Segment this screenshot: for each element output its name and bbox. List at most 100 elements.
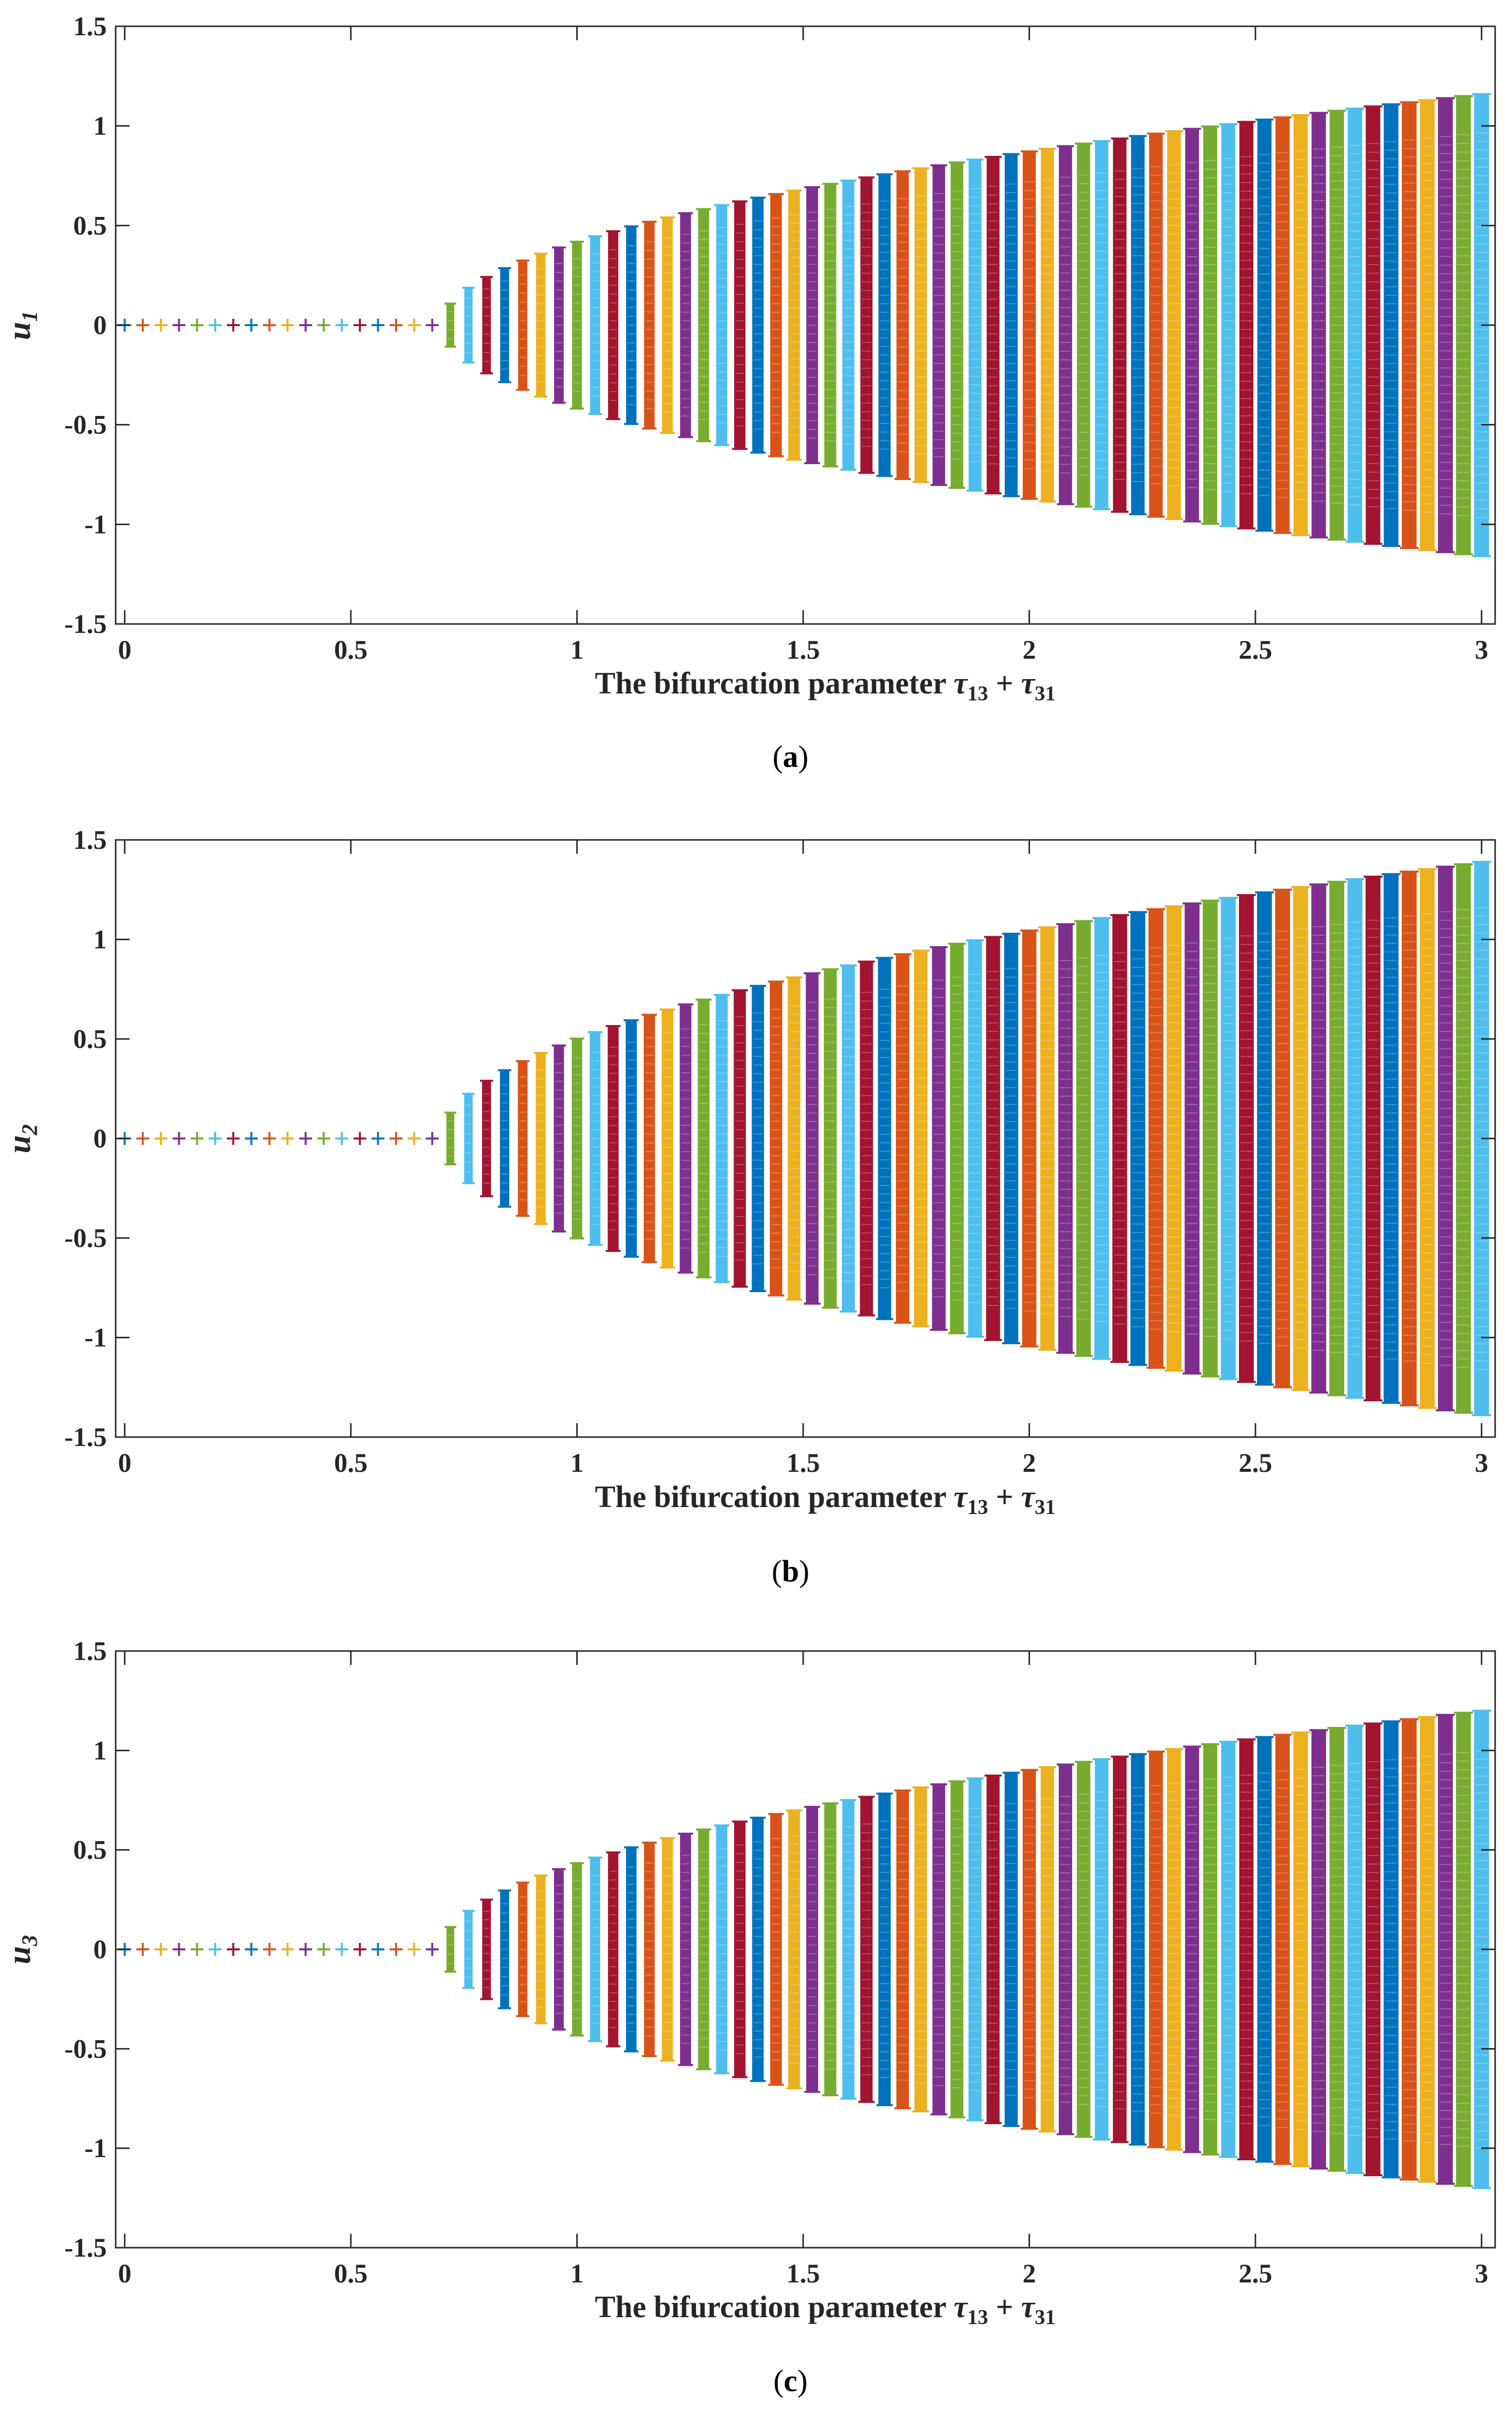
data-column [660, 1837, 675, 2062]
data-point [263, 1943, 276, 1956]
data-column [606, 1851, 620, 2048]
data-column [1237, 121, 1256, 530]
data-column [516, 1881, 530, 2017]
data-point [154, 1943, 168, 1956]
data-bar [500, 268, 509, 382]
data-column [1003, 153, 1020, 497]
data-column [1128, 911, 1148, 1366]
data-bar [1040, 148, 1054, 502]
data-bar [1184, 903, 1200, 1374]
data-column [569, 1037, 584, 1240]
data-bar [464, 287, 473, 363]
data-bar [500, 1070, 509, 1207]
caption-letter: a [783, 740, 798, 774]
data-column [1111, 138, 1129, 513]
data-bar [860, 177, 873, 473]
data-bar [1112, 915, 1127, 1362]
data-bar [536, 1053, 546, 1224]
y-tick-label: -0.5 [65, 1223, 107, 1253]
data-bar [572, 241, 582, 409]
data-bar [536, 254, 546, 397]
y-axis-label-var: u [1, 1135, 37, 1154]
data-column [552, 1868, 566, 2031]
data-column [570, 240, 584, 410]
x-axis: 0 0.5 1 1.5 2 2.5 3 [118, 840, 1488, 1478]
y-axis-label-sub: 1 [17, 311, 42, 322]
data-column [1364, 105, 1382, 545]
data-column [1147, 133, 1165, 518]
data-point [371, 1132, 385, 1145]
data-column [1074, 920, 1093, 1357]
data-column [732, 1820, 748, 2078]
data-bar [986, 937, 1000, 1340]
data-bar [1311, 884, 1326, 1393]
data-column [1291, 886, 1310, 1391]
data-bar [482, 1899, 491, 1999]
data-column [1075, 142, 1093, 508]
data-bar [662, 217, 673, 433]
data-bar [788, 190, 800, 460]
data-bar [662, 1838, 673, 2061]
data-bar [788, 977, 801, 1300]
data-bar [842, 180, 855, 470]
x-tick-label: 0 [118, 1448, 132, 1478]
caption-open: ( [772, 740, 783, 774]
data-column [966, 939, 984, 1338]
data-column [462, 1093, 475, 1184]
data-column [1020, 929, 1038, 1348]
data-column [552, 246, 566, 404]
data-bar [806, 187, 819, 463]
data-bar [1221, 124, 1236, 526]
data-bar [1438, 866, 1453, 1411]
data-bar [950, 944, 964, 1333]
data-point [299, 1943, 312, 1956]
data-column [1056, 923, 1075, 1354]
data-column [695, 998, 712, 1279]
data-bar [1347, 879, 1363, 1398]
data-column [912, 167, 929, 483]
x-axis-label-sub-1: 13 [967, 1496, 988, 1519]
data-column [750, 197, 766, 454]
data-column [480, 1898, 493, 2000]
data-column [876, 957, 893, 1320]
x-tick-label: 1 [570, 1448, 584, 1478]
data-bar [626, 1847, 637, 2052]
data-bar [1148, 909, 1164, 1368]
data-point [425, 1943, 439, 1956]
data-column [624, 225, 639, 425]
data-bar [896, 171, 909, 480]
data-bar [1202, 900, 1218, 1377]
data-column [588, 1031, 603, 1246]
data-column [498, 267, 511, 383]
data-point [226, 1943, 240, 1956]
data-column [588, 235, 602, 415]
data-bar [662, 1009, 674, 1268]
y-axis-label-var: u [1, 322, 37, 340]
data-bar [1167, 131, 1181, 519]
data-bar [968, 940, 982, 1337]
x-axis: 0 0.5 1 1.5 2 2.5 3 [118, 26, 1488, 665]
data-column [462, 1910, 475, 1989]
data-bar [770, 194, 782, 457]
data-column [642, 220, 657, 430]
data-bar [698, 209, 709, 441]
data-point [154, 1132, 168, 1145]
data-bar [1058, 924, 1073, 1353]
data-column [1237, 894, 1256, 1383]
data-point [263, 1132, 276, 1145]
data-column [1200, 899, 1220, 1378]
x-axis-label-tau-2: τ [1021, 1480, 1036, 1514]
y-tick-label: -1 [84, 509, 107, 539]
data-column [1038, 926, 1057, 1351]
x-tick-label: 1.5 [786, 635, 820, 665]
data-point [389, 1943, 403, 1956]
data-bar [932, 165, 945, 485]
data-bar [590, 236, 600, 414]
data-column [480, 1080, 493, 1197]
data-column [1092, 917, 1111, 1360]
data-column [732, 200, 748, 450]
data-bar [608, 1026, 619, 1251]
data-column [1129, 135, 1147, 515]
data-bar [1347, 108, 1363, 542]
data-bar [860, 962, 873, 1315]
